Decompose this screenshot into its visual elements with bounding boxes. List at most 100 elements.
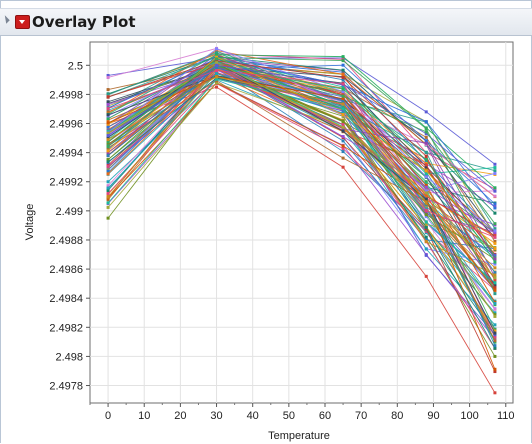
data-point	[215, 81, 219, 85]
data-point	[424, 247, 428, 251]
x-tick-label: 90	[427, 410, 439, 422]
data-point	[341, 144, 345, 148]
data-point	[424, 139, 428, 143]
data-point	[493, 276, 497, 280]
data-point	[424, 240, 428, 244]
x-axis: 0 10 20 30 40 50 60 70 80 90 100 110	[89, 403, 515, 422]
x-tick-label: 0	[105, 410, 111, 422]
data-point	[106, 138, 110, 142]
data-point	[106, 151, 110, 155]
data-point	[424, 163, 428, 167]
data-point	[493, 257, 497, 261]
data-point	[493, 346, 497, 350]
data-point	[341, 102, 345, 106]
data-point	[106, 205, 110, 209]
data-point	[493, 189, 497, 193]
x-tick-label: 20	[174, 410, 186, 422]
y-tick-label: 2.4978	[49, 381, 83, 393]
data-point	[341, 87, 345, 91]
data-point	[493, 391, 497, 395]
data-point	[493, 337, 497, 341]
data-point	[493, 273, 497, 277]
data-point	[493, 239, 497, 243]
data-point	[493, 211, 497, 215]
x-tick-label: 40	[247, 410, 259, 422]
data-point	[106, 88, 110, 92]
data-point	[341, 59, 345, 63]
x-tick-label: 10	[138, 410, 150, 422]
data-point	[341, 129, 345, 133]
data-point	[106, 140, 110, 144]
data-point	[493, 314, 497, 318]
x-tick-label: 60	[319, 410, 331, 422]
data-point	[106, 93, 110, 97]
data-point	[215, 77, 219, 81]
data-point	[106, 142, 110, 146]
data-point	[493, 234, 497, 238]
data-point	[493, 311, 497, 315]
data-point	[106, 164, 110, 168]
data-point	[493, 222, 497, 226]
data-point	[106, 160, 110, 164]
data-point	[215, 55, 219, 59]
data-point	[106, 121, 110, 125]
data-point	[341, 68, 345, 72]
data-point	[424, 225, 428, 229]
data-point	[215, 49, 219, 53]
data-point	[493, 283, 497, 287]
data-point	[341, 76, 345, 80]
data-point	[341, 82, 345, 86]
data-point	[341, 111, 345, 115]
data-point	[424, 165, 428, 169]
data-point	[424, 127, 428, 131]
data-point	[106, 145, 110, 149]
data-point	[424, 215, 428, 219]
data-point	[215, 51, 219, 55]
data-point	[493, 286, 497, 290]
data-point	[341, 135, 345, 139]
data-point	[341, 150, 345, 154]
data-point	[106, 125, 110, 129]
y-tick-label: 2.4996	[49, 119, 83, 131]
data-point	[493, 333, 497, 337]
y-tick-label: 2.4986	[49, 264, 83, 276]
data-point	[493, 166, 497, 170]
data-point	[215, 72, 219, 76]
data-point	[106, 113, 110, 117]
data-point	[493, 231, 497, 235]
data-point	[106, 154, 110, 158]
data-point	[424, 195, 428, 199]
data-point	[493, 344, 497, 348]
data-point	[493, 194, 497, 198]
data-point	[493, 262, 497, 266]
data-point	[341, 90, 345, 94]
data-point	[106, 107, 110, 111]
data-point	[493, 307, 497, 311]
y-tick-label: 2.499	[55, 206, 83, 218]
data-point	[341, 55, 345, 59]
data-point	[341, 156, 345, 160]
data-point	[106, 158, 110, 162]
data-point	[106, 75, 110, 79]
data-point	[424, 141, 428, 145]
data-point	[493, 367, 497, 371]
x-axis-label: Temperature	[268, 430, 330, 442]
data-point	[493, 301, 497, 305]
data-point	[424, 208, 428, 212]
data-point	[215, 53, 219, 57]
data-point	[106, 95, 110, 99]
data-point	[341, 123, 345, 127]
data-point	[424, 202, 428, 206]
red-triangle-menu-icon[interactable]	[15, 15, 30, 29]
y-tick-label: 2.4984	[49, 293, 83, 305]
data-point	[106, 108, 110, 112]
data-point	[493, 354, 497, 358]
data-point	[341, 139, 345, 143]
data-point	[106, 117, 110, 121]
data-point	[493, 241, 497, 245]
data-point	[493, 186, 497, 190]
data-point	[493, 292, 497, 296]
data-point	[106, 189, 110, 193]
data-point	[341, 78, 345, 82]
data-point	[341, 146, 345, 150]
